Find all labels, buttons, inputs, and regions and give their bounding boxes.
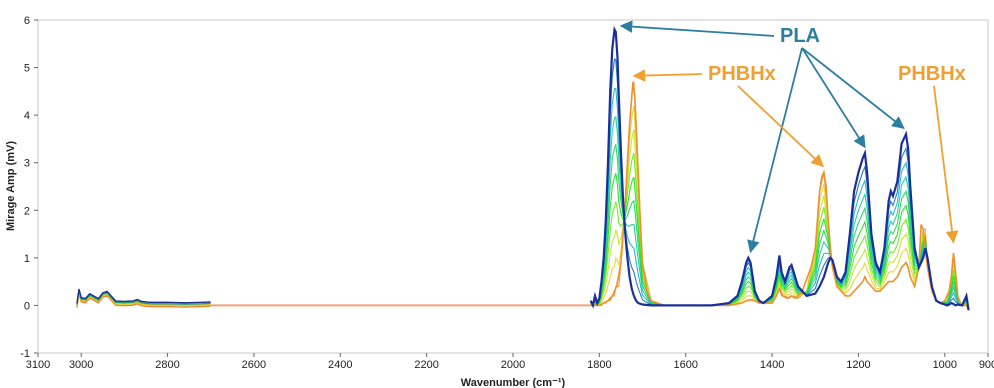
annotation-arrow	[933, 85, 959, 244]
x-tick-label: 2600	[242, 359, 266, 371]
y-tick-label: 2	[24, 205, 30, 217]
axes: 3100 3000 2800 2600 2400 2200 2000 1800 1600 1400…	[20, 15, 994, 371]
y-tick-label: 1	[24, 253, 30, 265]
annotation-arrow	[801, 47, 905, 129]
ch-stretch-spectrum-line	[76, 290, 211, 305]
y-tick-label: 6	[24, 15, 30, 27]
y-tick-label: -1	[20, 348, 30, 360]
phbhx-spectrum-line	[590, 81, 970, 311]
x-tick-label: 2000	[501, 359, 525, 371]
y-tick-label: 3	[24, 158, 30, 170]
annotation-arrow	[737, 85, 824, 168]
pla-annotation-label: PLA	[780, 25, 820, 47]
x-tick-label: 2400	[328, 359, 352, 371]
y-axis-title: Mirage Amp (mV)	[5, 141, 17, 231]
ch-stretch-spectrum-line	[76, 291, 211, 307]
x-tick-label: 1200	[846, 359, 870, 371]
y-tick-label: 0	[24, 300, 30, 312]
annotation-arrow	[632, 69, 703, 82]
y-tick-label: 4	[24, 110, 30, 122]
x-tick-label: 3000	[69, 359, 93, 371]
annotation-arrow	[619, 20, 775, 37]
x-tick-label: 1400	[760, 359, 784, 371]
x-tick-label: 1600	[673, 359, 697, 371]
plot-frame	[37, 19, 989, 354]
annotation-arrow	[747, 47, 803, 254]
x-tick-label: 2800	[155, 359, 179, 371]
annotation-arrow	[801, 47, 866, 149]
y-tick-label: 5	[24, 63, 30, 75]
x-tick-label: 900	[979, 359, 994, 371]
x-tick-label: 1000	[933, 359, 957, 371]
pla-spectrum-line	[589, 25, 970, 311]
series-layer	[76, 25, 970, 311]
ch-stretch-spectrum-line	[76, 293, 211, 308]
x-tick-label: 2200	[414, 359, 438, 371]
x-tick-label: 1800	[587, 359, 611, 371]
x-tick-label: 3100	[26, 359, 50, 371]
x-axis-title: Wavenumber (cm⁻¹)	[461, 377, 566, 388]
ch-stretch-spectrum-line	[76, 288, 211, 304]
phbhx-annotation-label: PHBHx	[708, 63, 776, 85]
phbhx-annotation-label: PHBHx	[898, 63, 966, 85]
